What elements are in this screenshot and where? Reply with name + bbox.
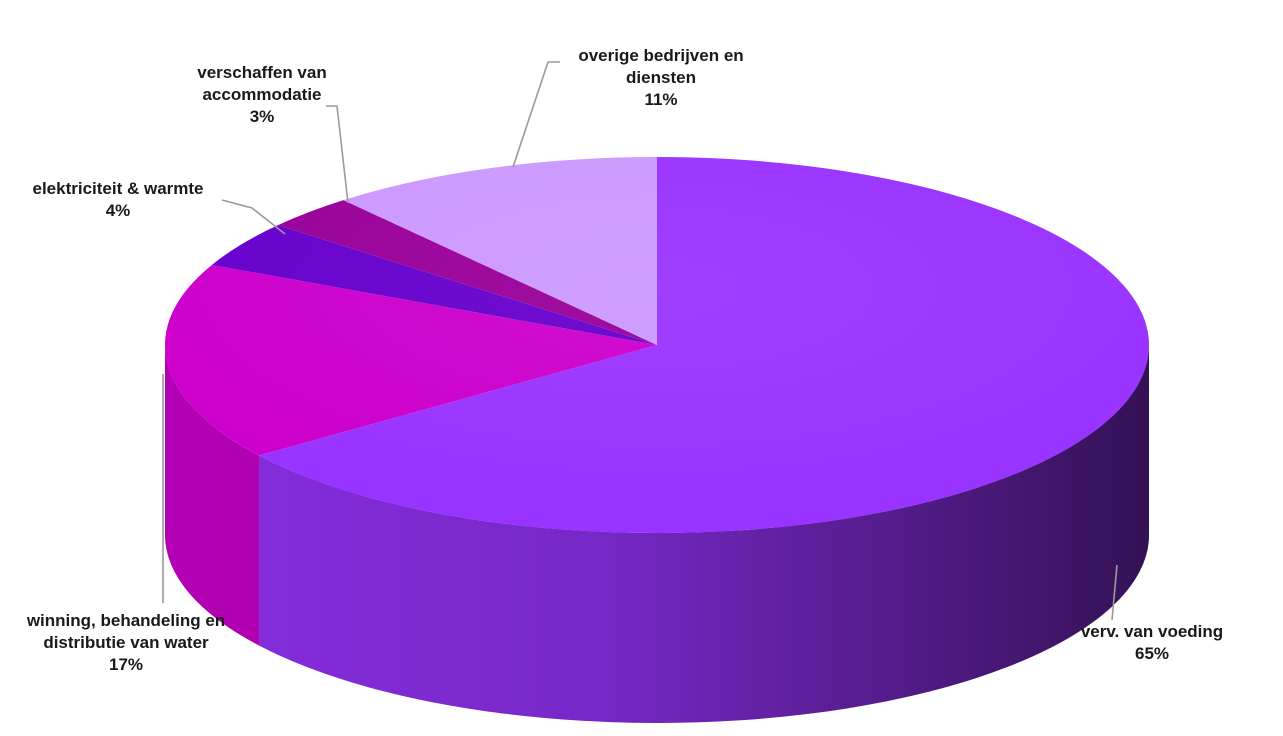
leader-line-0 — [1111, 564, 1118, 621]
category-label-3-1: accommodatie — [202, 85, 321, 104]
category-label-2-0: elektriciteit & warmte — [32, 179, 203, 198]
data-label-percent-4: 11% — [644, 90, 677, 109]
category-label-4-0: overige bedrijven en — [578, 46, 743, 65]
leader-line-3 — [326, 105, 349, 204]
category-label-0-0: verv. van voeding — [1081, 622, 1223, 641]
category-label-1-1: distributie van water — [43, 633, 209, 652]
data-label-percent-3: 3% — [250, 107, 275, 126]
pie-top-highlight — [165, 157, 1149, 533]
leader-line-2 — [221, 199, 286, 235]
slice-labels: verv. van voeding 65% winning, behandeling… — [26, 46, 1223, 674]
data-label-percent-2: 4% — [106, 201, 131, 220]
category-label-1-0: winning, behandeling en — [26, 611, 225, 630]
data-label-percent-0: 65% — [1135, 644, 1169, 663]
pie-side-shading — [165, 345, 1149, 723]
category-label-3-0: verschaffen van — [197, 63, 326, 82]
leader-lines — [162, 61, 1118, 621]
leader-line-4 — [512, 61, 560, 168]
data-label-percent-1: 17% — [109, 655, 143, 674]
category-label-4-1: diensten — [626, 68, 696, 87]
